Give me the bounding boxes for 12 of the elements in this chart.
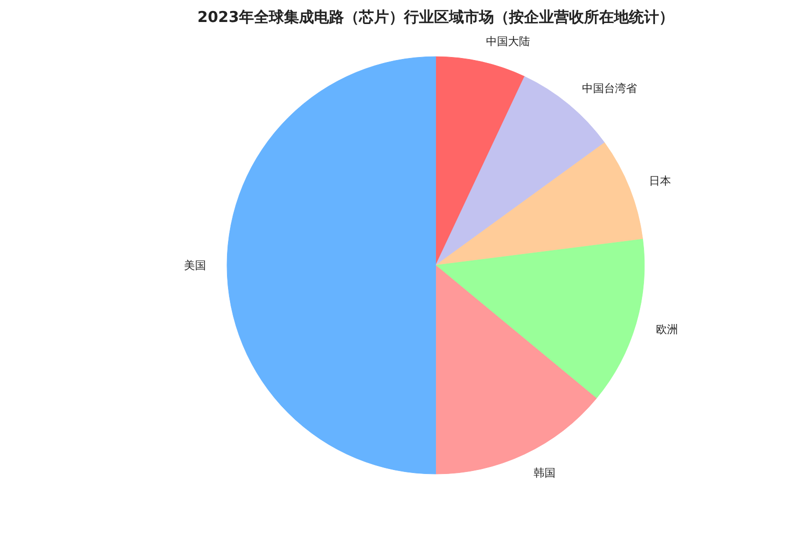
pie-slice [435,56,525,266]
slice-label: 韩国 [533,466,556,480]
slice-label: 中国台湾省 [582,82,638,95]
pie-slice [226,56,436,474]
pie-slice [435,76,605,266]
chart-title: 2023年全球集成电路（芯片）行业区域市场（按企业营收所在地统计） [196,8,676,27]
slice-label: 欧洲 [656,322,678,336]
slice-label: 日本 [649,174,672,188]
pie-slice [435,238,645,399]
slice-label: 美国 [184,258,206,272]
slice-label: 中国大陆 [486,34,530,48]
pie-slice [435,142,644,266]
